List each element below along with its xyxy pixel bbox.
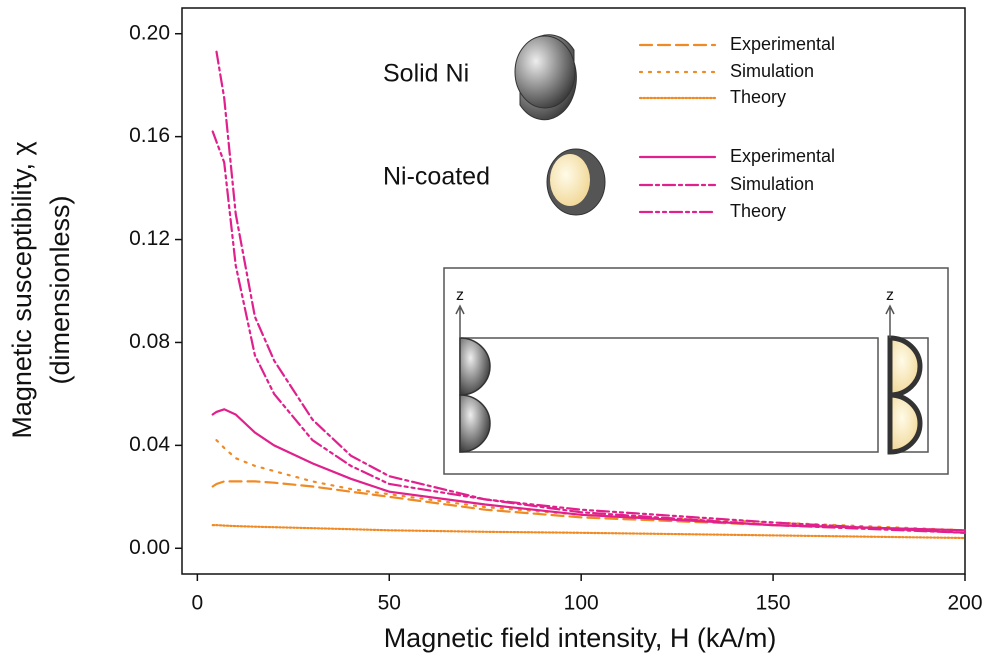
y-tick-label: 0.20 bbox=[129, 21, 170, 44]
y-tick-label: 0.12 bbox=[129, 227, 170, 250]
y-tick-label: 0.00 bbox=[129, 536, 170, 559]
inset-axis-label: z bbox=[886, 287, 894, 304]
series-line bbox=[211, 524, 967, 540]
y-tick-label: 0.08 bbox=[129, 330, 170, 353]
legend-group-label: Solid Ni bbox=[383, 60, 469, 88]
series-line bbox=[211, 130, 967, 534]
legend-label: Simulation bbox=[730, 174, 814, 194]
series-line bbox=[215, 50, 967, 534]
legend-group-label: Ni-coated bbox=[383, 163, 490, 191]
legend-label: Simulation bbox=[730, 61, 814, 81]
series-line bbox=[211, 480, 967, 532]
x-tick-label: 150 bbox=[756, 592, 791, 615]
inset-axis-label: z bbox=[456, 287, 464, 304]
series-line bbox=[215, 439, 967, 532]
y-tick-label: 0.16 bbox=[129, 124, 170, 147]
series-line bbox=[211, 408, 967, 532]
legend-label: Experimental bbox=[730, 34, 835, 54]
x-axis-label: Magnetic field intensity, H (kA/m) bbox=[384, 623, 777, 653]
legend-label: Theory bbox=[730, 201, 786, 221]
x-tick-label: 0 bbox=[192, 592, 204, 615]
legend-label: Theory bbox=[730, 87, 786, 107]
plot-frame bbox=[181, 7, 966, 575]
y-axis-label: Magnetic susceptibility, χ bbox=[7, 141, 37, 438]
legend-label: Experimental bbox=[730, 146, 835, 166]
ni-coated-icon bbox=[546, 148, 606, 216]
x-tick-label: 100 bbox=[564, 592, 599, 615]
x-tick-label: 200 bbox=[947, 592, 982, 615]
y-tick-label: 0.04 bbox=[129, 433, 170, 456]
x-tick-label: 50 bbox=[378, 592, 401, 615]
y-axis-label: (dimensionless) bbox=[45, 195, 75, 384]
inset bbox=[443, 267, 949, 475]
solid-ni-icon bbox=[514, 34, 577, 121]
